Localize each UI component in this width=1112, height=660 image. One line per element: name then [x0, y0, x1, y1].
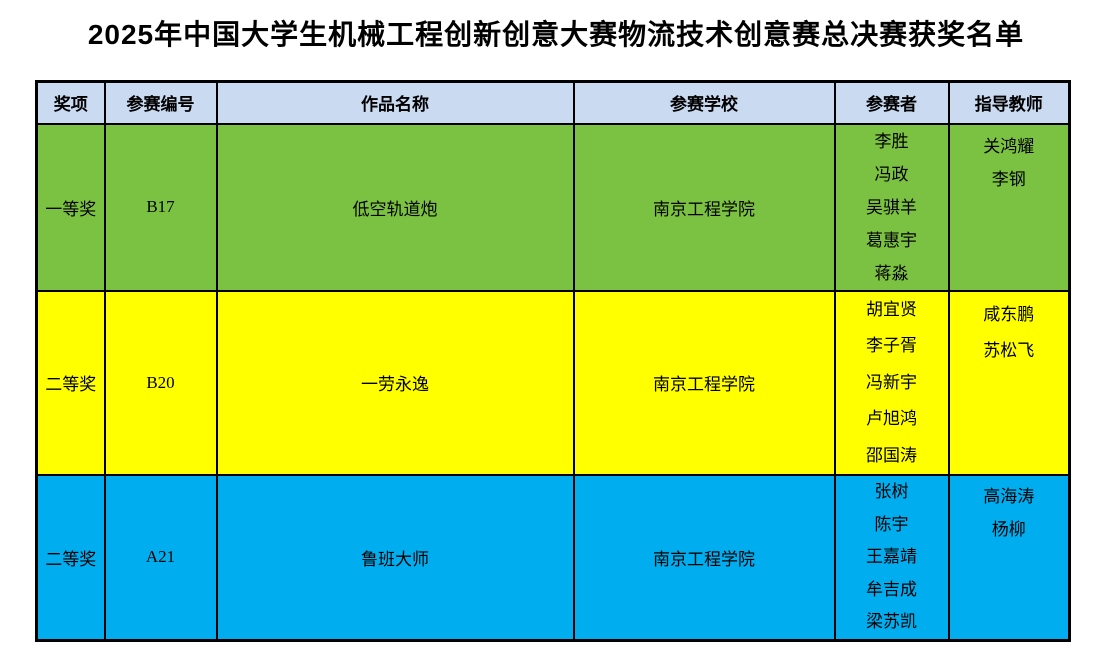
work-name-cell: 鲁班大师 — [215, 474, 575, 641]
teacher-name: 李钢 — [991, 169, 1026, 189]
table-header-row: 奖项 参赛编号 作品名称 参赛学校 参赛者 指导教师 — [35, 80, 1071, 125]
page-title: 2025年中国大学生机械工程创新创意大赛物流技术创意赛总决赛获奖名单 — [87, 19, 1025, 50]
teacher-name: 高海涛 — [983, 487, 1035, 506]
work-name-cell: 低空轨道炮 — [215, 122, 575, 292]
participant-name: 张树 — [874, 482, 909, 501]
teacher-name: 关鸿耀 — [983, 136, 1035, 156]
participant-name: 王嘉靖 — [866, 547, 917, 566]
school-cell: 南京工程学院 — [572, 122, 836, 292]
school-cell: 南京工程学院 — [572, 289, 836, 476]
participants-cell: 张树 陈宇 王嘉靖 牟吉成 梁苏凯 — [833, 474, 950, 641]
participant-name: 梁苏凯 — [866, 612, 917, 631]
table-row: 二等奖 B20 一劳永逸 南京工程学院 胡宜贤 李子胥 冯新宇 卢旭鸿 邵国涛 … — [35, 289, 1071, 476]
participant-name: 冯新宇 — [866, 372, 917, 392]
column-header-award: 奖项 — [35, 80, 106, 125]
entry-no-cell: A21 — [103, 474, 218, 641]
participant-name: 吴骐羊 — [866, 197, 917, 217]
entry-no-cell: B20 — [103, 289, 218, 476]
teachers-cell: 关鸿耀 李钢 — [947, 122, 1071, 292]
teacher-name: 杨柳 — [991, 519, 1026, 539]
participant-name: 牟吉成 — [866, 579, 917, 599]
column-header-school: 参赛学校 — [572, 80, 836, 125]
participant-name: 陈宇 — [874, 514, 909, 534]
school-cell: 南京工程学院 — [572, 474, 836, 641]
participant-name: 邵国涛 — [866, 445, 917, 465]
awards-table: 奖项 参赛编号 作品名称 参赛学校 参赛者 指导教师 一等奖 B17 低空轨道炮… — [35, 80, 1071, 642]
participant-name: 李胜 — [874, 131, 909, 151]
work-name-cell: 一劳永逸 — [215, 289, 575, 476]
participant-name: 卢旭鸿 — [866, 409, 917, 428]
participant-name: 葛惠宇 — [866, 230, 917, 250]
table-row: 二等奖 A21 鲁班大师 南京工程学院 张树 陈宇 王嘉靖 牟吉成 梁苏凯 高海… — [35, 474, 1071, 641]
teacher-name: 咸东鹏 — [983, 304, 1035, 324]
column-header-teachers: 指导教师 — [947, 80, 1071, 125]
column-header-participants: 参赛者 — [833, 80, 950, 125]
participant-name: 李子胥 — [866, 336, 917, 355]
award-cell: 二等奖 — [35, 289, 106, 476]
entry-no-cell: B17 — [103, 122, 218, 292]
teachers-cell: 高海涛 杨柳 — [947, 474, 1071, 641]
teachers-cell: 咸东鹏 苏松飞 — [947, 289, 1071, 476]
participant-name: 蒋淼 — [874, 263, 909, 283]
column-header-entry-no: 参赛编号 — [103, 80, 218, 125]
award-cell: 二等奖 — [35, 474, 106, 641]
participant-name: 胡宜贤 — [866, 299, 917, 319]
participants-cell: 李胜 冯政 吴骐羊 葛惠宇 蒋淼 — [833, 122, 950, 292]
column-header-work-name: 作品名称 — [215, 80, 575, 125]
award-cell: 一等奖 — [35, 122, 106, 292]
table-row: 一等奖 B17 低空轨道炮 南京工程学院 李胜 冯政 吴骐羊 葛惠宇 蒋淼 关鸿… — [35, 122, 1071, 292]
teacher-name: 苏松飞 — [983, 341, 1035, 360]
participants-cell: 胡宜贤 李子胥 冯新宇 卢旭鸿 邵国涛 — [833, 289, 950, 476]
participant-name: 冯政 — [874, 164, 909, 184]
